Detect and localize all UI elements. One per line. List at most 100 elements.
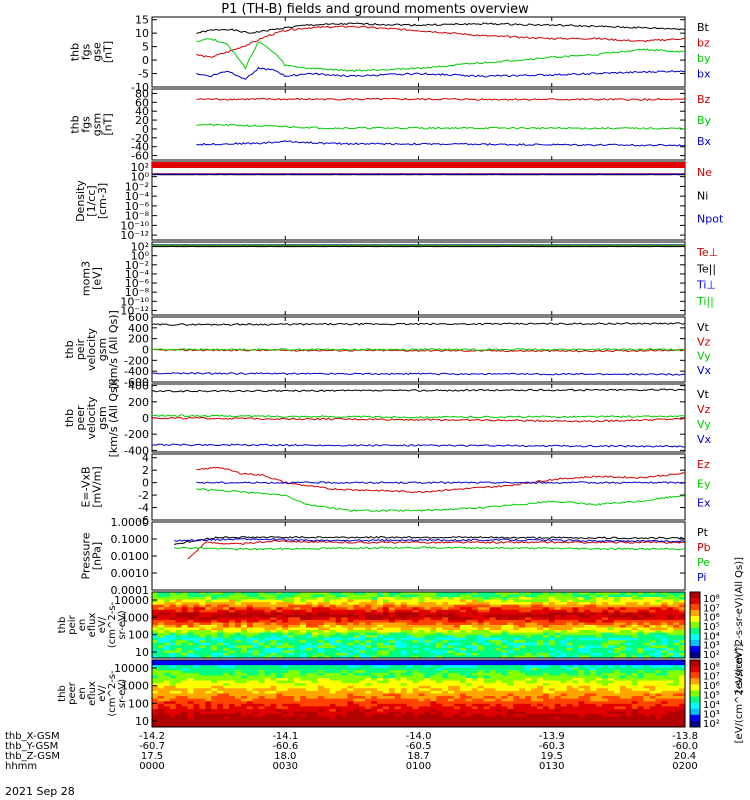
spectrogram-cell [454, 716, 461, 720]
spectrogram-cell [371, 675, 378, 679]
spectrogram-cell [152, 680, 159, 684]
spectrogram-cell [276, 711, 283, 715]
spectrogram-cell [584, 642, 591, 646]
spectrogram-cell [631, 721, 639, 725]
spectrogram-cell [335, 619, 343, 623]
spectrogram-cell [631, 622, 639, 626]
spectrogram-cell [667, 594, 674, 598]
spectrogram-cell [365, 607, 372, 611]
spectrogram-cell [602, 597, 609, 601]
spectrogram-cell [679, 604, 686, 608]
spectrogram-cell [548, 714, 556, 718]
spectrogram-cell [211, 708, 218, 713]
spectrogram-cell [347, 662, 354, 666]
spectrogram-cell [175, 647, 183, 651]
spectrogram-cell [602, 662, 609, 666]
spectrogram-cell [377, 609, 384, 613]
spectrogram-cell [501, 683, 508, 687]
spectrogram-cell [436, 693, 443, 697]
spectrogram-cell [436, 632, 443, 636]
spectrogram-cell [382, 667, 390, 671]
spectrogram-cell [584, 688, 591, 692]
spectrogram-cell [228, 711, 236, 715]
spectrogram-cell [625, 602, 633, 606]
spectrogram-cell [619, 622, 627, 626]
spectrogram-cell [637, 708, 645, 713]
spectrogram-cell [477, 625, 485, 629]
spectrogram-cell [566, 672, 573, 676]
spectrogram-cell [335, 645, 343, 649]
spectrogram-cell [643, 602, 650, 606]
spectrogram-cell [246, 655, 254, 659]
spectrogram-cell [483, 625, 491, 629]
spectrogram-cell [649, 706, 656, 710]
spectrogram-cell [424, 645, 431, 649]
spectrogram-cell [536, 597, 544, 601]
spectrogram-cell [477, 604, 485, 608]
spectrogram-cell [288, 683, 295, 687]
spectrogram-cell [679, 614, 686, 618]
spectrogram-cell [359, 685, 366, 689]
spectrogram-cell [631, 614, 639, 618]
spectrogram-cell [637, 640, 645, 644]
spectrogram-cell [679, 640, 686, 644]
spectrogram-cell [252, 698, 260, 702]
spectrogram-cell [495, 614, 502, 618]
spectrogram-cell [341, 617, 348, 621]
spectrogram-cell [471, 602, 479, 606]
spectrogram-cell [175, 604, 183, 608]
spectrogram-cell [388, 637, 396, 641]
spectrogram-cell [643, 660, 650, 664]
spectrogram-cell [673, 706, 680, 710]
spectrogram-cell [608, 640, 615, 644]
spectrogram-cell [531, 602, 538, 606]
spectrogram-cell [560, 652, 568, 656]
spectrogram-cell [412, 619, 419, 623]
spectrogram-cell [554, 714, 562, 718]
spectrogram-cell [667, 660, 674, 664]
spectrogram-cell [430, 690, 437, 694]
spectrogram-cell [412, 665, 419, 669]
spectrogram-cell [365, 599, 372, 603]
spectrogram-cell [465, 612, 473, 616]
spectrogram-cell [264, 714, 271, 718]
spectrogram-cell [637, 602, 645, 606]
spectrogram-cell [181, 685, 189, 689]
spectrogram-cell [507, 612, 514, 616]
spectrogram-cell [300, 652, 307, 656]
y-axis-label: thbpeervelocitygsm[km/s (All Qs)] [63, 379, 120, 458]
spectrogram-cell [667, 607, 674, 611]
spectrogram-cell [643, 703, 650, 707]
spectrogram-cell [264, 619, 271, 623]
spectrogram-cell [163, 672, 171, 676]
spectrogram-cell [240, 642, 248, 646]
spectrogram-cell [465, 645, 473, 649]
spectrogram-cell [311, 627, 319, 631]
spectrogram-cell [400, 625, 408, 629]
spectrogram-cell [282, 688, 289, 692]
spectrogram-cell [436, 714, 443, 718]
spectrogram-cell [329, 650, 337, 654]
series-line-Pi [173, 537, 686, 543]
spectrogram-cell [566, 703, 573, 707]
spectrogram-cell [246, 662, 254, 666]
spectrogram-cell [424, 609, 431, 613]
spectrogram-cell [643, 645, 650, 649]
spectrogram-cell [335, 716, 343, 720]
spectrogram-cell [175, 619, 183, 623]
spectrogram-cell [554, 680, 562, 684]
spectrogram-cell [246, 698, 254, 702]
spectrogram-cell [246, 645, 254, 649]
spectrogram-cell [246, 619, 254, 623]
spectrogram-cell [276, 696, 283, 700]
spectrogram-cell [507, 602, 514, 606]
spectrogram-cell [163, 622, 171, 626]
spectrogram-cell [430, 662, 437, 666]
spectrogram-cell [619, 650, 627, 654]
spectrogram-cell [193, 632, 200, 636]
spectrogram-cell [572, 640, 579, 644]
spectrogram-cell [377, 655, 384, 659]
spectrogram-cell [240, 680, 248, 684]
spectrogram-cell [228, 652, 236, 656]
spectrogram-cell [430, 696, 437, 700]
